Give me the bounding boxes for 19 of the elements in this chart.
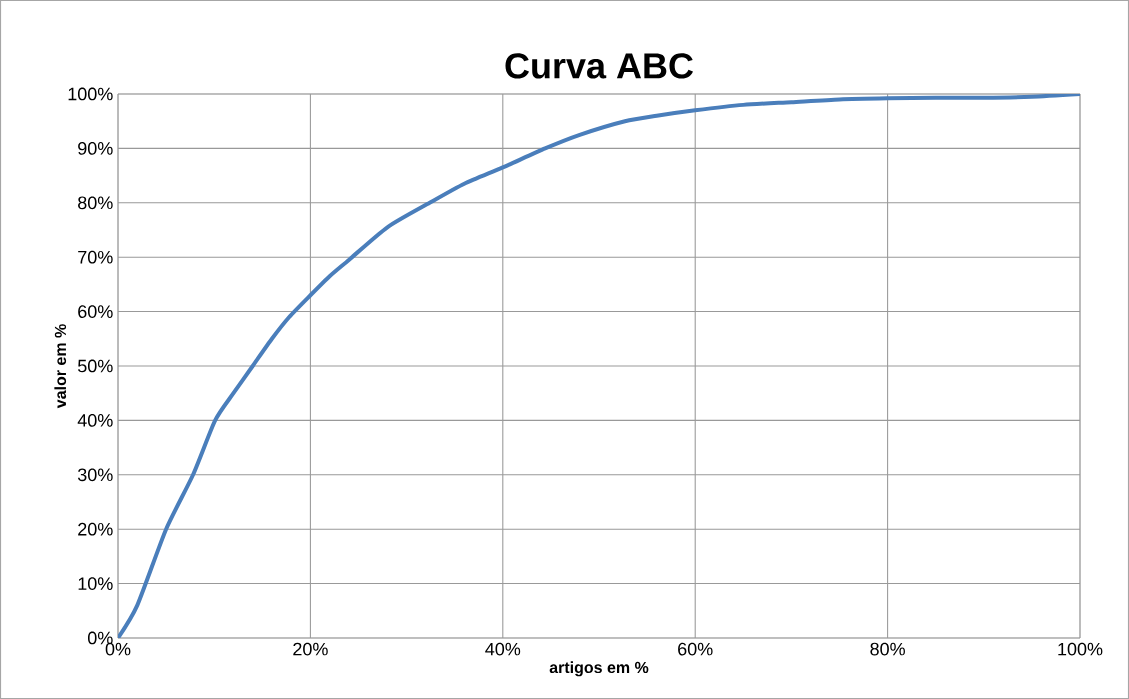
x-tick-label: 60% <box>678 642 713 656</box>
x-tick-label: 20% <box>293 642 328 656</box>
y-tick-label: 80% <box>78 196 113 210</box>
x-axis-title: artigos em % <box>549 661 649 677</box>
y-tick-label: 50% <box>77 359 113 373</box>
y-tick-label: 10% <box>78 577 113 590</box>
x-tick-label: 100% <box>1058 642 1103 656</box>
y-tick-label: 60% <box>78 305 113 318</box>
x-tick-label: 40% <box>485 642 521 656</box>
y-tick-label: 30% <box>77 468 113 482</box>
y-tick-label: 90% <box>78 142 113 155</box>
y-tick-label: 20% <box>78 522 113 536</box>
y-tick-label: 40% <box>77 414 113 427</box>
y-tick-label: 100% <box>68 87 113 101</box>
y-tick-label: 70% <box>78 250 113 264</box>
chart-title: Curva ABC <box>505 53 693 79</box>
y-axis-title: valor em % <box>54 324 67 409</box>
line-series <box>118 93 1080 638</box>
x-tick-label: 80% <box>870 642 905 656</box>
